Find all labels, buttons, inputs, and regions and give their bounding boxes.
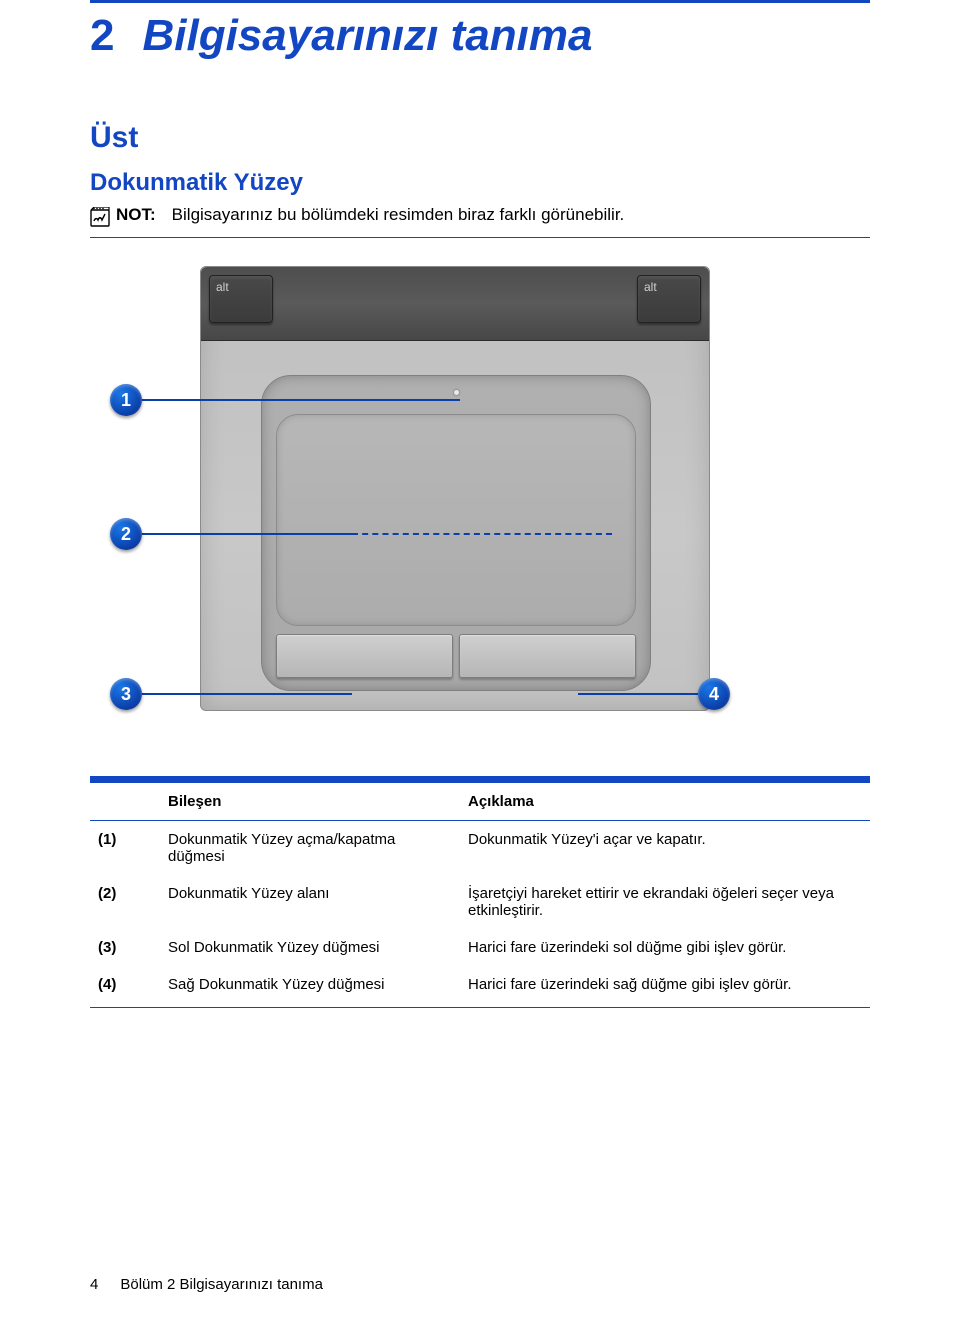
page-number: 4 xyxy=(90,1276,98,1293)
row-component: Dokunmatik Yüzey açma/kapatma düğmesi xyxy=(160,821,460,876)
row-component: Dokunmatik Yüzey alanı xyxy=(160,875,460,929)
laptop-body: alt alt xyxy=(200,266,710,711)
note-text: Bilgisayarınız bu bölümdeki resimden bir… xyxy=(172,205,625,225)
callout-4: 4 xyxy=(578,678,730,710)
callout-2: 2 xyxy=(110,518,612,550)
row-idx: (3) xyxy=(90,929,160,966)
callout-3: 3 xyxy=(110,678,352,710)
page-footer: 4 Bölüm 2 Bilgisayarınızı tanıma xyxy=(90,1276,323,1293)
table-header-description: Açıklama xyxy=(460,783,870,821)
callout-lead-2b xyxy=(352,533,612,535)
callout-lead-4 xyxy=(578,693,698,695)
section-h2: Üst xyxy=(90,121,870,155)
row-idx: (4) xyxy=(90,966,160,1007)
row-description: İşaretçiyi hareket ettirir ve ekrandaki … xyxy=(460,875,870,929)
table-row: (2) Dokunmatik Yüzey alanı İşaretçiyi ha… xyxy=(90,875,870,929)
table-row: (3) Sol Dokunmatik Yüzey düğmesi Harici … xyxy=(90,929,870,966)
touchpad-illustration: alt alt 1 2 3 4 xyxy=(110,266,730,746)
chapter-number: 2 xyxy=(90,11,114,61)
touchpad-button-left xyxy=(276,634,453,678)
table-header-empty xyxy=(90,783,160,821)
touchpad-buttons xyxy=(276,634,636,678)
callout-lead-2a xyxy=(142,533,352,535)
top-rule xyxy=(90,0,870,3)
row-description: Harici fare üzerindeki sağ düğme gibi iş… xyxy=(460,966,870,1007)
row-description: Harici fare üzerindeki sol düğme gibi iş… xyxy=(460,929,870,966)
row-idx: (1) xyxy=(90,821,160,876)
callout-badge-2: 2 xyxy=(110,518,142,550)
row-component: Sol Dokunmatik Yüzey düğmesi xyxy=(160,929,460,966)
key-left: alt xyxy=(209,275,273,323)
touchpad-button-right xyxy=(459,634,636,678)
key-right: alt xyxy=(637,275,701,323)
callout-1: 1 xyxy=(110,384,460,416)
callout-lead-3 xyxy=(142,693,352,695)
chapter-heading: 2 Bilgisayarınızı tanıma xyxy=(90,11,870,61)
row-component: Sağ Dokunmatik Yüzey düğmesi xyxy=(160,966,460,1007)
table-top-rule xyxy=(90,776,870,783)
section-h3: Dokunmatik Yüzey xyxy=(90,169,870,197)
table-bottom-rule xyxy=(90,1007,870,1008)
callout-lead-1 xyxy=(142,399,460,401)
chapter-title: Bilgisayarınızı tanıma xyxy=(142,11,592,61)
callout-badge-4: 4 xyxy=(698,678,730,710)
row-idx: (2) xyxy=(90,875,160,929)
keyboard-strip: alt alt xyxy=(201,267,709,341)
table-row: (1) Dokunmatik Yüzey açma/kapatma düğmes… xyxy=(90,821,870,876)
components-table: Bileşen Açıklama (1) Dokunmatik Yüzey aç… xyxy=(90,783,870,1007)
note-label: NOT: xyxy=(116,205,156,225)
note-icon xyxy=(90,207,110,227)
callout-badge-3: 3 xyxy=(110,678,142,710)
table-header-component: Bileşen xyxy=(160,783,460,821)
callout-badge-1: 1 xyxy=(110,384,142,416)
note-row: NOT: Bilgisayarınız bu bölümdeki resimde… xyxy=(90,205,870,238)
footer-text: Bölüm 2 Bilgisayarınızı tanıma xyxy=(120,1276,323,1293)
table-row: (4) Sağ Dokunmatik Yüzey düğmesi Harici … xyxy=(90,966,870,1007)
components-table-wrap: Bileşen Açıklama (1) Dokunmatik Yüzey aç… xyxy=(90,776,870,1008)
row-description: Dokunmatik Yüzey'i açar ve kapatır. xyxy=(460,821,870,876)
